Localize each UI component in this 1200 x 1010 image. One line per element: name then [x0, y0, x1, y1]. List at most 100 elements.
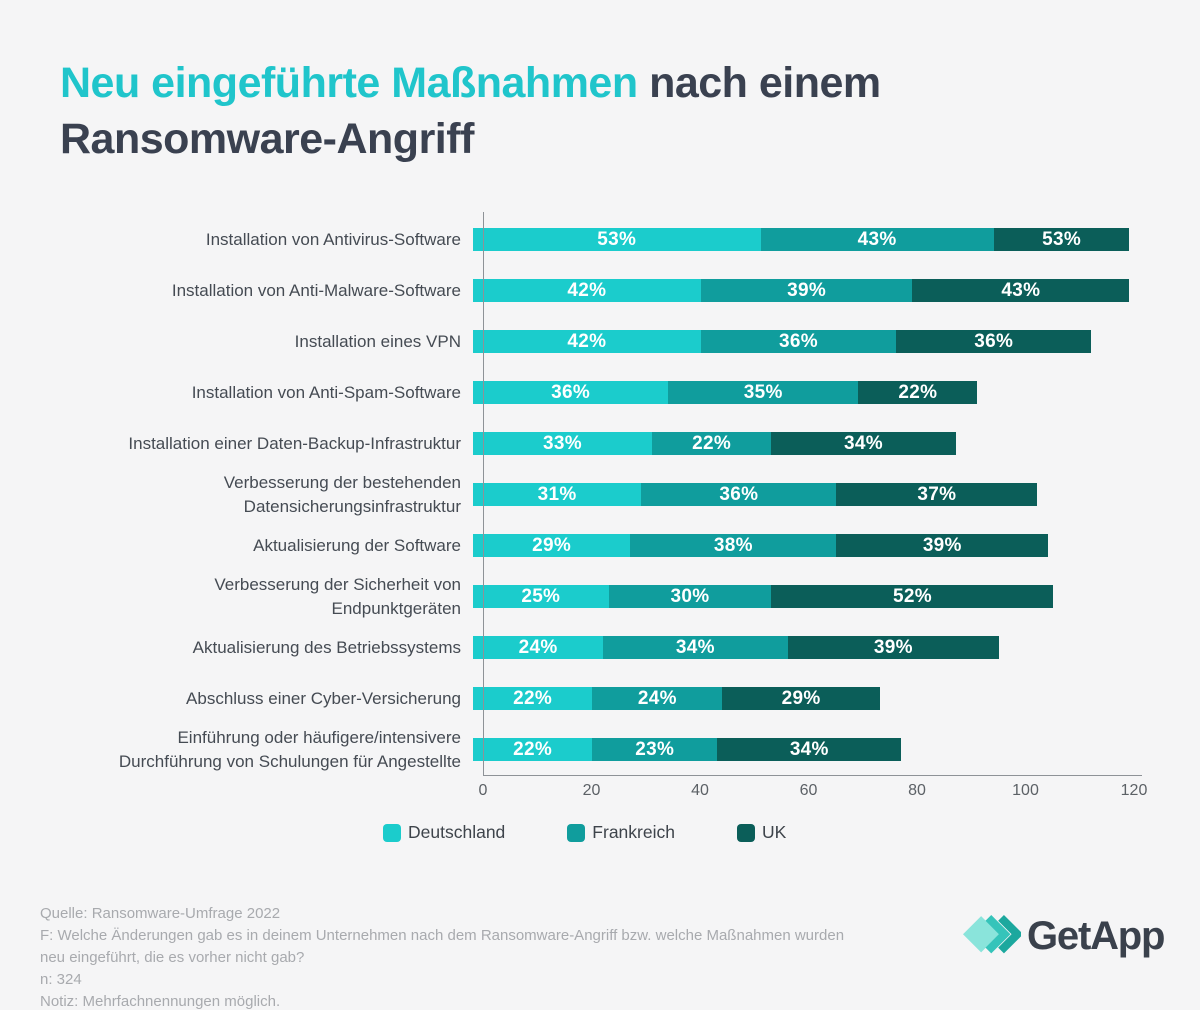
bar-segment-deutschland: 53% [473, 228, 761, 251]
category-label: Installation von Anti-Spam-Software [191, 382, 461, 402]
bar-value-label: 22% [513, 738, 553, 760]
bar-segment-frankreich: 38% [630, 534, 837, 557]
chart-row: Verbesserung der bestehenden Datensicheru… [0, 469, 1200, 520]
bar-segment-uk: 37% [836, 483, 1038, 506]
bar-value-label: 36% [719, 483, 759, 505]
bar-segment-uk: 43% [912, 279, 1130, 302]
bar-segment-frankreich: 35% [668, 381, 859, 404]
x-tick-label: 100 [1012, 782, 1039, 799]
chart-row: Installation von Anti-Malware-Software 42… [0, 265, 1200, 316]
footer-note: Notiz: Mehrfachnennungen möglich. [40, 993, 281, 1010]
bar-segment-frankreich: 43% [760, 228, 994, 251]
category-label: Installation von Anti-Malware-Software [171, 280, 461, 300]
chart-legend: Deutschland Frankreich UK [383, 822, 786, 843]
bar-value-label: 22% [692, 432, 732, 454]
chart-row: Aktualisierung der Software 29% 38% 39% [0, 520, 1200, 571]
bar-segment-uk: 22% [858, 381, 978, 404]
bar-segment-deutschland: 31% [473, 483, 642, 506]
legend-item-uk: UK [736, 822, 786, 843]
bar-segment-deutschland: 42% [473, 279, 701, 302]
y-axis-line [483, 212, 484, 775]
bar-segment-deutschland: 24% [473, 636, 604, 659]
stacked-bar: 29% 38% 39% [473, 534, 1130, 557]
bar-value-label: 38% [713, 534, 753, 556]
x-axis-ticks: 0 20 40 60 80 100 120 [0, 782, 1200, 804]
category-label: Installation von Antivirus-Software [205, 229, 461, 249]
stacked-bar: 22% 23% 34% [473, 738, 1130, 761]
bar-value-label: 24% [518, 636, 558, 658]
x-tick-label: 20 [582, 782, 601, 799]
legend-swatch [383, 823, 401, 842]
bar-segment-deutschland: 22% [473, 687, 593, 710]
bar-value-label: 39% [787, 279, 827, 301]
page-title: Neu eingeführte Maßnahmen nach einem Ran… [60, 55, 1170, 167]
title-highlight: Neu eingeführte Maßnahmen [60, 59, 638, 107]
getapp-logo: GetApp [963, 910, 1165, 962]
bar-segment-deutschland: 42% [473, 330, 701, 353]
bar-value-label: 37% [917, 483, 957, 505]
bar-segment-uk: 29% [722, 687, 880, 710]
bar-value-label: 25% [521, 585, 561, 607]
legend-item-frankreich: Frankreich [567, 822, 675, 843]
bar-segment-uk: 53% [993, 228, 1130, 251]
stacked-bar: 42% 36% 36% [473, 330, 1130, 353]
bar-value-label: 31% [537, 483, 577, 505]
bar-value-label: 22% [898, 381, 938, 403]
bar-segment-uk: 39% [836, 534, 1049, 557]
bar-segment-uk: 36% [896, 330, 1092, 353]
bar-value-label: 53% [597, 228, 637, 250]
legend-swatch [736, 823, 755, 842]
bar-value-label: 30% [670, 585, 710, 607]
bar-segment-deutschland: 25% [473, 585, 609, 608]
stacked-bar: 22% 24% 29% [473, 687, 1130, 710]
x-tick-label: 0 [478, 782, 488, 799]
bar-segment-deutschland: 22% [473, 738, 593, 761]
getapp-logo-icon [963, 914, 1021, 954]
getapp-logo-text: GetApp [1027, 913, 1165, 958]
bar-value-label: 39% [922, 534, 962, 556]
bar-value-label: 43% [857, 228, 897, 250]
stacked-bar: 24% 34% 39% [473, 636, 1130, 659]
footer-question: F: Welche Änderungen gab es in deinem Un… [40, 927, 845, 966]
stacked-bar: 33% 22% 34% [473, 432, 1130, 455]
category-label: Aktualisierung des Betriebssystems [192, 637, 461, 657]
bar-segment-deutschland: 29% [473, 534, 631, 557]
bar-segment-frankreich: 22% [652, 432, 772, 455]
chart-row: Einführung oder häufigere/intensivere Dur… [0, 724, 1200, 775]
bar-value-label: 36% [778, 330, 818, 352]
bar-value-label: 34% [675, 636, 715, 658]
bar-value-label: 23% [635, 738, 675, 760]
bar-segment-frankreich: 30% [608, 585, 772, 608]
bar-segment-uk: 52% [771, 585, 1054, 608]
legend-label: Frankreich [592, 822, 675, 842]
bar-value-label: 24% [637, 687, 677, 709]
x-axis-line [483, 775, 1142, 776]
bar-value-label: 36% [974, 330, 1014, 352]
bar-segment-uk: 39% [787, 636, 1000, 659]
bar-segment-frankreich: 39% [700, 279, 913, 302]
stacked-bar: 25% 30% 52% [473, 585, 1130, 608]
bar-value-label: 29% [781, 687, 821, 709]
footer-notes: Quelle: Ransomware-Umfrage 2022 F: Welch… [40, 903, 868, 1010]
footer-n: n: 324 [40, 971, 82, 988]
stacked-bar: 42% 39% 43% [473, 279, 1130, 302]
bar-value-label: 35% [743, 381, 783, 403]
x-tick-label: 120 [1120, 782, 1148, 799]
x-tick-label: 40 [691, 782, 709, 799]
legend-label: Deutschland [408, 822, 506, 842]
bar-value-label: 22% [513, 687, 553, 709]
category-label: Installation einer Daten-Backup-Infrastr… [128, 433, 461, 453]
title-line2: Ransomware-Angriff [60, 115, 474, 163]
bar-segment-deutschland: 33% [473, 432, 652, 455]
stacked-bar: 53% 43% 53% [473, 228, 1130, 251]
bar-value-label: 39% [873, 636, 913, 658]
x-tick-label: 60 [799, 782, 818, 799]
chart-row: Aktualisierung des Betriebssystems 24% 34%… [0, 622, 1200, 673]
bar-segment-frankreich: 36% [641, 483, 837, 506]
bar-value-label: 53% [1042, 228, 1082, 250]
chart-row: Installation von Anti-Spam-Software 36% 35… [0, 367, 1200, 418]
bar-value-label: 42% [567, 279, 607, 301]
bar-value-label: 33% [543, 432, 582, 454]
plot-rows: Installation von Antivirus-Software 53% 43… [0, 214, 1200, 775]
